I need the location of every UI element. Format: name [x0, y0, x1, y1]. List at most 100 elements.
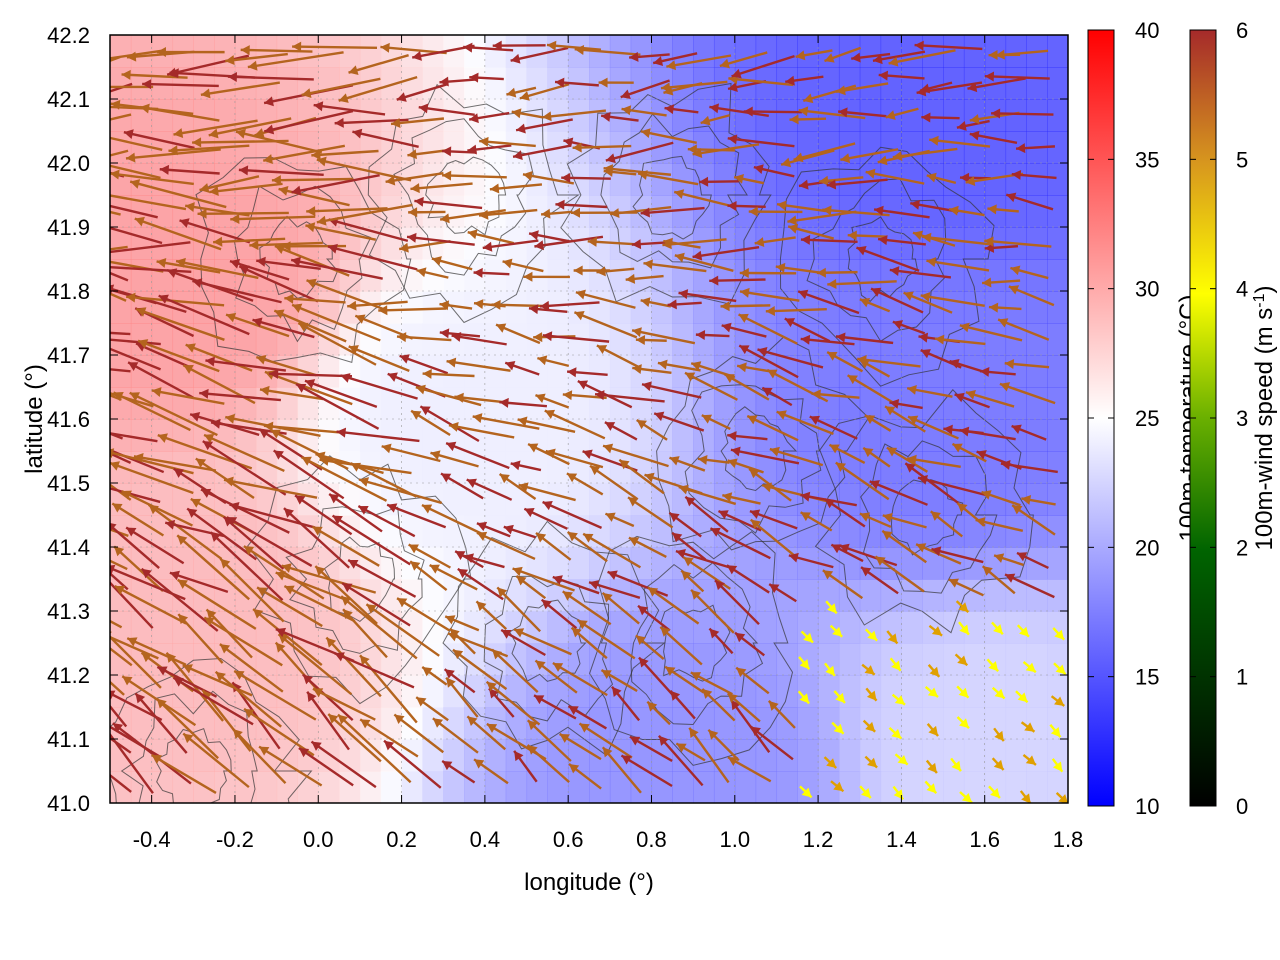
wind-vector-head — [1008, 285, 1020, 295]
wind-vector-head — [629, 51, 639, 62]
wind-vector-shaft — [271, 177, 354, 182]
temperature-cell — [963, 611, 986, 644]
wind-vector-head — [566, 473, 578, 483]
wind-vector-shaft — [247, 51, 344, 69]
temperature-cell — [276, 707, 299, 740]
wind-vector-head — [831, 544, 842, 554]
terrain-contour — [509, 599, 587, 682]
temperature-cell — [922, 195, 944, 228]
wind-vector-head — [863, 447, 874, 458]
wind-vector-head — [669, 512, 680, 523]
temperature-cell — [568, 163, 590, 196]
wind-vector-shaft — [135, 342, 193, 369]
wind-vector-shaft — [869, 480, 928, 506]
temperature-cell — [776, 643, 798, 676]
wind-vector-head — [455, 551, 466, 560]
temperature-cell — [672, 35, 694, 68]
terrain-contour — [600, 113, 749, 269]
wind-vector-head — [252, 317, 263, 328]
wind-vector-head — [981, 490, 992, 500]
wind-vector-shaft — [526, 744, 570, 783]
wind-vector-shaft — [334, 652, 415, 689]
temperature-colorbar-tick-label: 20 — [1135, 535, 1159, 560]
wind-vector-head — [952, 443, 963, 453]
temperature-cell — [755, 739, 778, 772]
wind-vector-shaft — [847, 374, 899, 407]
wind-vector-head — [204, 434, 215, 444]
temperature-cell — [484, 323, 507, 356]
temperature-cell — [318, 35, 340, 68]
wind-vector-head — [640, 207, 650, 218]
temperature-cell — [130, 483, 153, 516]
temperature-cell — [901, 515, 923, 548]
wind-vector-shaft — [439, 209, 506, 221]
wind-vector-shaft — [278, 187, 350, 207]
wind-vector-head — [891, 728, 902, 739]
wind-vector-head — [660, 626, 671, 637]
temperature-cell — [713, 419, 736, 452]
wind-vector-shaft — [892, 147, 958, 159]
temperature-cell — [797, 611, 819, 644]
wind-vector-shaft — [328, 493, 383, 533]
wind-vector-head — [998, 318, 1009, 328]
wind-vector-head — [306, 206, 316, 217]
wind-vector-head — [826, 179, 837, 190]
wind-vector-head — [240, 45, 250, 56]
wind-vector-shaft — [336, 430, 420, 443]
wind-vector-head — [769, 584, 780, 594]
wind-vector-head — [684, 372, 696, 382]
x-tick-label: 0.6 — [553, 827, 584, 852]
wind-vector-head — [859, 297, 871, 308]
wind-vector-shaft — [110, 338, 161, 346]
temperature-cell — [214, 67, 236, 100]
wind-vector-shaft — [110, 559, 128, 571]
wind-vector-head — [607, 570, 618, 580]
wind-vector-head — [719, 58, 730, 69]
temperature-cell — [943, 771, 965, 803]
temperature-cell — [672, 771, 694, 803]
wind-vector-head — [36, 502, 46, 511]
temperature-cell — [651, 547, 673, 580]
wind-vector-head — [259, 746, 270, 756]
wind-vector-shaft — [620, 754, 673, 788]
temperature-cell — [1005, 707, 1027, 740]
wind-vector-shaft — [709, 105, 769, 118]
wind-vector-head — [798, 106, 809, 117]
wind-vector-shaft — [168, 144, 250, 153]
wind-vector-shaft — [415, 386, 482, 407]
wind-vector-shaft — [730, 448, 800, 465]
wind-vector-head — [835, 692, 845, 703]
temperature-cell — [609, 387, 632, 420]
wind-vector-head — [697, 454, 708, 465]
temperature-cell — [776, 35, 798, 68]
wind-vector-head — [113, 391, 124, 401]
wind-vector-shaft — [605, 141, 674, 162]
temperature-cell — [609, 771, 632, 803]
wind-vector-head — [366, 604, 377, 614]
wind-vector-head — [442, 146, 452, 157]
temperature-cell — [172, 163, 194, 196]
temperature-cell — [755, 579, 778, 612]
wind-vector-shaft — [714, 579, 760, 626]
wind-vector-shaft — [674, 254, 734, 272]
temperature-cell — [1005, 131, 1027, 164]
wind-vector-head — [824, 53, 835, 63]
wind-vector-head — [263, 154, 273, 164]
wind-vector-shaft — [129, 391, 218, 437]
wind-vector-head — [513, 150, 523, 161]
wind-vector-head — [993, 759, 1004, 770]
temperature-cell — [401, 291, 423, 324]
temperature-cell — [859, 35, 882, 68]
temperature-cell — [318, 643, 340, 676]
wind-vector-shaft — [749, 518, 799, 560]
wind-vector-head — [418, 103, 429, 114]
wind-vector-shaft — [205, 359, 287, 372]
wind-vector-shaft — [113, 545, 164, 593]
wind-vector-shaft — [110, 292, 127, 302]
wind-vector-head — [204, 617, 215, 627]
wind-vector-head — [727, 757, 739, 767]
wind-vector-head — [185, 343, 196, 353]
temperature-cell — [672, 323, 694, 356]
temperature-cell — [130, 739, 153, 772]
wind-vector-shaft — [342, 608, 388, 659]
